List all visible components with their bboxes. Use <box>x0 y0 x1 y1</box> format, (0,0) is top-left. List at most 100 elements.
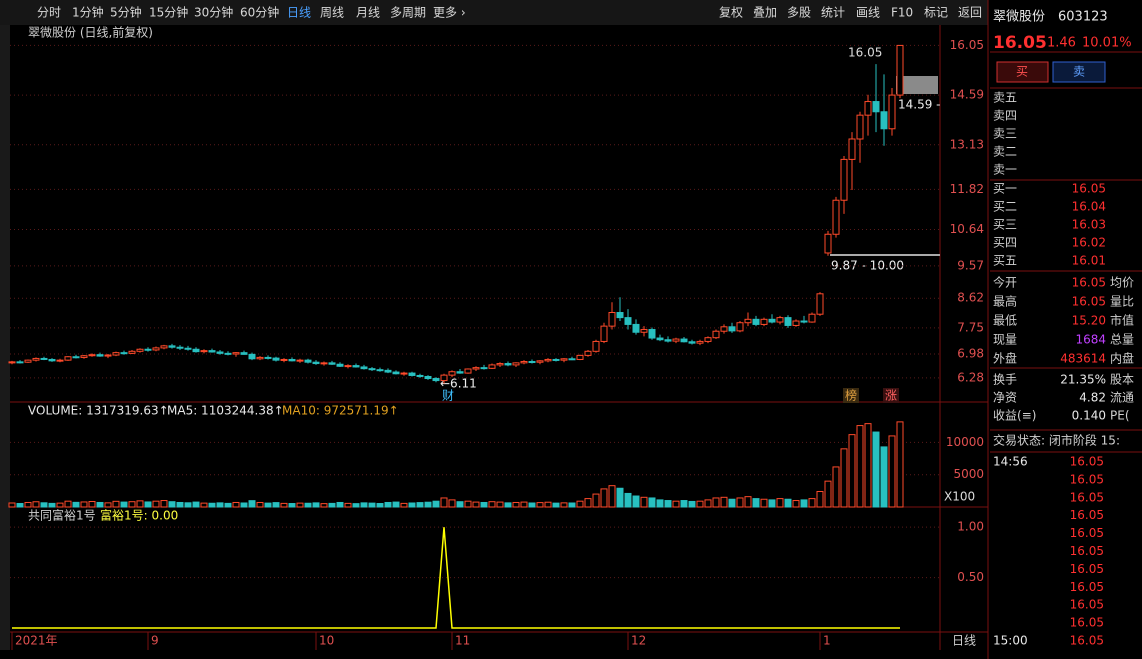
toolbar-tab[interactable]: 更多 › <box>433 6 466 20</box>
stat-label: 今开 <box>993 275 1017 290</box>
stat-value: 0.140 <box>1072 409 1106 423</box>
candle-body <box>352 365 360 368</box>
candle-body <box>664 339 672 342</box>
stat-value: 483614 <box>1060 352 1106 366</box>
volume-bar <box>120 501 128 508</box>
candle-body <box>64 356 72 361</box>
toolbar-button[interactable]: 叠加 <box>753 6 777 20</box>
toolbar-tab[interactable]: 60分钟 <box>240 5 279 20</box>
stat-label: 最高 <box>993 294 1017 309</box>
ma10-label: MA10: 972571.19↑ <box>282 404 399 418</box>
low-annotation: ←6.11 <box>440 377 477 391</box>
volume-bar <box>584 498 592 508</box>
candle-body <box>440 374 448 382</box>
volume-bar <box>600 488 608 508</box>
toolbar-button[interactable]: 复权 <box>719 6 743 20</box>
candle-body <box>784 317 792 326</box>
volume-bar <box>72 501 80 508</box>
candle-body <box>376 369 384 372</box>
volume-bar <box>192 501 200 508</box>
volume-bar <box>552 502 560 508</box>
tick-time: 14:56 <box>993 455 1028 469</box>
volume-bar <box>360 502 368 508</box>
volume-bar <box>824 480 832 508</box>
change: 1.46 <box>1047 36 1076 51</box>
candle-body <box>848 138 856 160</box>
stat-extra: 股本 <box>1110 373 1134 387</box>
candle-body <box>24 359 32 363</box>
toolbar-button[interactable]: 统计 <box>821 6 845 20</box>
candle-body <box>520 361 528 364</box>
candle-body <box>528 361 536 364</box>
toolbar-tab[interactable]: 1分钟 <box>72 5 104 20</box>
tick-price: 16.05 <box>1070 526 1104 540</box>
sell-button-label[interactable]: 卖 <box>1073 65 1085 79</box>
volume-bar <box>280 502 288 508</box>
ask-label: 卖四 <box>993 109 1017 123</box>
bid-price: 16.03 <box>1072 218 1106 232</box>
volume-bar <box>664 500 672 508</box>
volume-bar <box>544 501 552 508</box>
candle-body <box>56 359 64 362</box>
volume-bar <box>224 502 232 508</box>
candle-body <box>256 356 264 360</box>
volume-bar <box>696 500 704 508</box>
x-tick-label: 11 <box>455 634 470 648</box>
toolbar-tab[interactable]: 多周期 <box>390 6 426 20</box>
volume-bar <box>704 499 712 508</box>
volume-bar <box>184 502 192 508</box>
candle-body <box>184 347 192 350</box>
volume-bar <box>48 502 56 508</box>
volume-bar <box>744 496 752 508</box>
toolbar-tab[interactable]: 分时 <box>37 6 61 20</box>
candle-body <box>328 362 336 365</box>
candle-body <box>776 317 784 323</box>
y-tick-label: 7.75 <box>957 320 984 334</box>
stat-label: 净资 <box>993 391 1017 405</box>
candle-body <box>32 357 40 361</box>
volume-bar <box>472 501 480 508</box>
tick-price: 16.05 <box>1070 455 1104 469</box>
candle-body <box>80 355 88 358</box>
candle-body <box>368 368 376 371</box>
volume-bar <box>136 500 144 508</box>
volume-bar <box>784 498 792 508</box>
candle-body <box>424 375 432 380</box>
buy-button[interactable] <box>996 61 1049 83</box>
candle-body <box>864 101 872 116</box>
candle-body <box>416 374 424 377</box>
toolbar-tab[interactable]: 5分钟 <box>110 5 142 20</box>
candle-body <box>488 364 496 369</box>
toolbar-tab[interactable]: 日线 <box>287 6 311 20</box>
buy-button-label[interactable]: 买 <box>1016 65 1028 79</box>
volume-bar <box>736 497 744 508</box>
volume-bar <box>128 501 136 508</box>
sell-button[interactable] <box>1052 61 1106 83</box>
candle-body <box>96 354 104 357</box>
volume-bar <box>608 485 616 508</box>
candle-body <box>760 318 768 325</box>
candle-body <box>808 313 816 323</box>
candle-body <box>504 363 512 366</box>
tick-price: 16.05 <box>1070 544 1104 558</box>
toolbar-button[interactable]: 标记 <box>924 6 948 20</box>
toolbar-tab[interactable]: 15分钟 <box>149 5 188 20</box>
volume-bar <box>896 421 904 508</box>
toolbar-button[interactable]: F10 <box>891 6 913 20</box>
candle-body <box>752 318 760 325</box>
volume-bar <box>488 501 496 508</box>
bid-price: 16.02 <box>1072 236 1106 250</box>
volume-bar <box>496 501 504 508</box>
y-tick-label: 10.64 <box>950 222 984 236</box>
volume-bar <box>456 501 464 508</box>
candle-body <box>736 322 744 332</box>
toolbar-button[interactable]: 多股 <box>787 6 811 20</box>
toolbar-tab[interactable]: 月线 <box>356 6 380 20</box>
toolbar-button[interactable]: 画线 <box>856 6 880 20</box>
candle-body <box>224 352 232 355</box>
toolbar-button[interactable]: 返回 <box>958 6 982 20</box>
marker-box <box>883 388 899 403</box>
toolbar-tab[interactable]: 30分钟 <box>194 5 233 20</box>
toolbar-tab[interactable]: 周线 <box>320 6 344 20</box>
period-label[interactable]: 日线 <box>952 634 976 648</box>
